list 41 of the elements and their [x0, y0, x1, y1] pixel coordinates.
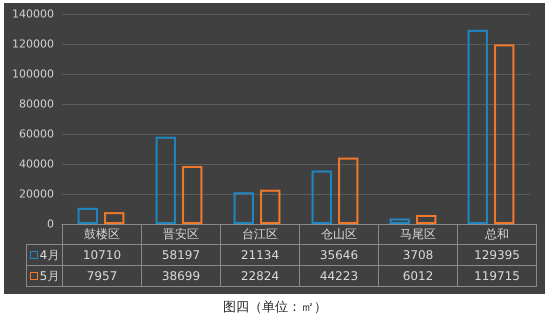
- x-tick-label: 晋安区: [142, 224, 220, 244]
- data-label: 7957: [62, 266, 142, 286]
- legend-label: 5月: [40, 268, 60, 282]
- x-tick-label: 台江区: [220, 224, 300, 244]
- bar: [338, 158, 358, 224]
- data-label: 21134: [220, 244, 300, 266]
- data-label: 58197: [142, 244, 220, 266]
- y-tick-label: 120000: [12, 38, 54, 50]
- y-tick-label: 20000: [19, 188, 54, 200]
- bar: [234, 192, 254, 224]
- bar: [156, 136, 176, 224]
- x-tick-label: 仓山区: [300, 224, 378, 244]
- data-label: 119715: [458, 266, 536, 286]
- x-tick-label: 鼓楼区: [62, 224, 142, 244]
- y-tick-label: 140000: [12, 8, 54, 20]
- data-label: 3708: [378, 244, 458, 266]
- legend-label: 4月: [40, 248, 60, 262]
- x-tick-label: 总和: [458, 224, 536, 244]
- bar: [390, 218, 410, 224]
- y-tick-label: 40000: [19, 158, 54, 170]
- data-label: 6012: [378, 266, 458, 286]
- bar: [312, 170, 332, 224]
- data-label: 38699: [142, 266, 220, 286]
- bar: [104, 212, 124, 224]
- x-tick-label: 马尾区: [378, 224, 458, 244]
- y-tick-label: 0: [47, 218, 54, 230]
- text: 图四（单位：㎡）: [222, 299, 328, 316]
- y-tick-label: 80000: [19, 98, 54, 110]
- bar: [78, 208, 98, 224]
- data-label: 10710: [62, 244, 142, 266]
- data-label: 44223: [300, 266, 378, 286]
- bar: [494, 44, 514, 224]
- y-tick-label: 100000: [12, 68, 54, 80]
- y-tick-label: 60000: [19, 128, 54, 140]
- bar: [260, 190, 280, 224]
- data-label: 35646: [300, 244, 378, 266]
- bar: [416, 214, 436, 224]
- data-label: 22824: [220, 266, 300, 286]
- bar: [468, 30, 488, 224]
- bar: [182, 166, 202, 224]
- data-label: 129395: [458, 244, 536, 266]
